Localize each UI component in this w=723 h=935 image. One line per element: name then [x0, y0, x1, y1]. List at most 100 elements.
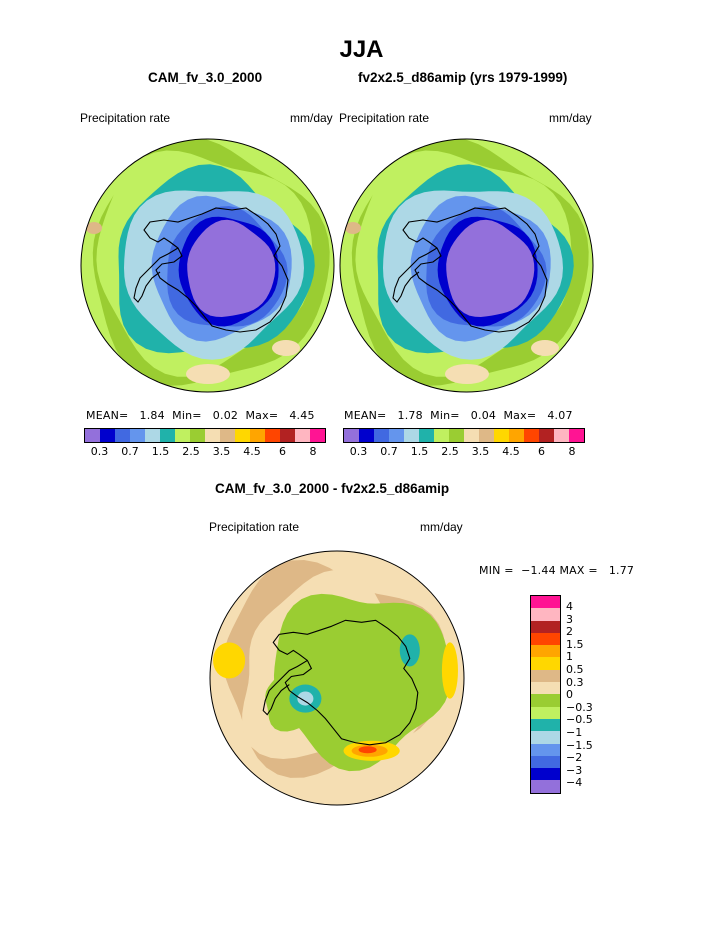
diff-stats: MIN = −1.44 MAX = 1.77	[479, 564, 635, 577]
coastline	[143, 207, 289, 333]
colorbar-swatch	[531, 706, 560, 719]
colorbar-swatch	[531, 694, 560, 707]
diff-variable-label: Precipitation rate	[209, 520, 300, 534]
map-field	[272, 340, 300, 356]
coastline	[133, 247, 179, 303]
colorbar-swatch	[531, 768, 560, 781]
coastline	[272, 619, 419, 746]
colorbar-tick-label: 4.5	[502, 445, 520, 458]
colorbar-tick-label: 3.5	[471, 445, 490, 458]
colorbar-tick-label: 0.3	[90, 445, 109, 458]
colorbar-tick-label: −1	[566, 726, 583, 739]
map-field	[86, 222, 102, 234]
left-colorbar-ticks: 0.3 0.7 1.5 2.5 3.5 4.5 6 8	[84, 445, 330, 459]
coastline	[262, 659, 308, 716]
colorbar-swatch	[145, 429, 160, 442]
colorbar-tick-label: 4.5	[243, 445, 261, 458]
map-field	[445, 364, 489, 384]
colorbar-swatch	[235, 429, 250, 442]
colorbar-tick-label: 0.5	[566, 663, 584, 676]
map-field	[186, 364, 230, 384]
colorbar-swatch	[115, 429, 130, 442]
colorbar-swatch	[404, 429, 419, 442]
colorbar-swatch	[295, 429, 310, 442]
colorbar-swatch	[531, 780, 560, 793]
colorbar-tick-label: 1	[566, 650, 573, 664]
colorbar-tick-label: −4	[566, 776, 583, 790]
colorbar-swatch	[85, 429, 100, 442]
colorbar-swatch	[434, 429, 449, 442]
colorbar-tick-label: 1.5	[151, 445, 170, 458]
colorbar-swatch	[310, 429, 325, 442]
left-model-title: CAM_fv_3.0_2000	[148, 70, 263, 85]
colorbar-tick-label: 2.5	[182, 445, 200, 458]
colorbar-swatch	[509, 429, 524, 442]
colorbar-tick-label: 6	[279, 445, 286, 458]
colorbar-swatch	[531, 755, 560, 769]
map-field	[358, 746, 377, 754]
left-stats: MEAN= 1.84 Min= 0.02 Max= 4.45	[86, 409, 315, 422]
colorbar-swatch	[464, 429, 479, 442]
map-field	[187, 219, 276, 317]
colorbar-swatch	[524, 429, 539, 442]
colorbar-tick-label: 2	[566, 625, 573, 639]
map-field	[399, 634, 420, 667]
colorbar-swatch	[531, 632, 560, 646]
right-variable-label: Precipitation rate	[339, 111, 430, 125]
colorbar-swatch	[531, 620, 560, 633]
diff-colorbar-ticks: 4 3 2 1.5 1 0.5 0.3 0 −0.3 −0.5 −1 −1.5 −2 −3 −4	[566, 595, 606, 800]
map-border	[339, 138, 594, 393]
right-colorbar	[343, 428, 585, 443]
colorbar-swatch	[374, 429, 389, 442]
map-field	[531, 340, 559, 356]
colorbar-tick-label: 3.5	[212, 445, 231, 458]
coastline	[402, 207, 548, 333]
colorbar-swatch	[554, 429, 569, 442]
colorbar-tick-label: 8	[568, 445, 576, 458]
diff-title: CAM_fv_3.0_2000 - fv2x2.5_d86amip	[215, 481, 450, 496]
colorbar-swatch	[494, 429, 509, 442]
colorbar-tick-label: −3	[566, 763, 583, 777]
colorbar-swatch	[539, 429, 554, 442]
colorbar-swatch	[531, 743, 560, 756]
colorbar-swatch	[220, 429, 235, 442]
colorbar-swatch	[531, 718, 560, 732]
colorbar-swatch	[280, 429, 295, 442]
page-title: JJA	[339, 36, 384, 63]
map-field	[441, 642, 458, 699]
colorbar-swatch	[190, 429, 205, 442]
colorbar-swatch	[569, 429, 584, 442]
colorbar-tick-label: 0	[566, 688, 573, 702]
colorbar-tick-label: 1.5	[410, 445, 429, 458]
map-border	[80, 138, 335, 393]
colorbar-swatch	[531, 669, 560, 683]
colorbar-swatch	[531, 731, 560, 744]
colorbar-tick-label: 0.7	[380, 445, 398, 458]
right-unit-label: mm/day	[549, 111, 592, 125]
map-field	[345, 222, 361, 234]
colorbar-swatch	[175, 429, 190, 442]
map-border	[209, 550, 465, 806]
map-field	[297, 691, 314, 706]
colorbar-swatch	[130, 429, 145, 442]
diff-colorbar	[530, 595, 561, 794]
colorbar-tick-label: 1.5	[566, 637, 584, 651]
left-variable-label: Precipitation rate	[80, 111, 171, 125]
left-colorbar	[84, 428, 326, 443]
colorbar-tick-label: −0.5	[566, 713, 593, 727]
colorbar-swatch	[531, 657, 560, 670]
colorbar-swatch	[160, 429, 175, 442]
diff-unit-label: mm/day	[420, 520, 463, 534]
colorbar-tick-label: −1.5	[566, 738, 593, 752]
colorbar-tick-label: 0.3	[566, 675, 584, 689]
colorbar-tick-label: 6	[538, 445, 545, 458]
colorbar-swatch	[250, 429, 265, 442]
colorbar-tick-label: 0.7	[121, 445, 139, 458]
map-field	[446, 219, 535, 317]
right-stats: MEAN= 1.78 Min= 0.04 Max= 4.07	[344, 409, 573, 422]
right-colorbar-ticks: 0.3 0.7 1.5 2.5 3.5 4.5 6 8	[343, 445, 589, 459]
colorbar-tick-label: 8	[309, 445, 317, 458]
coastline	[392, 247, 438, 303]
right-model-title: fv2x2.5_d86amip (yrs 1979-1999)	[358, 70, 568, 85]
colorbar-tick-label: −0.3	[566, 700, 593, 714]
